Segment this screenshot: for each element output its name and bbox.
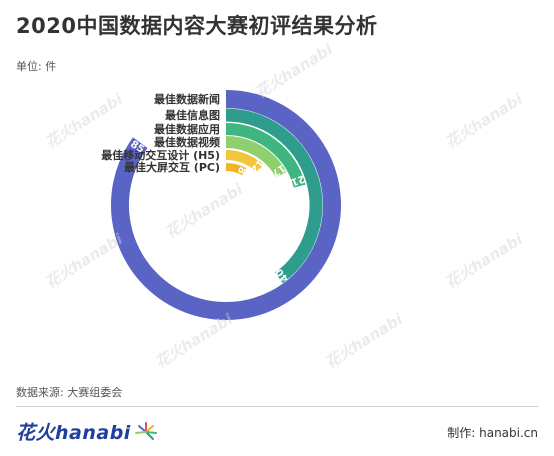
category-label-2: 最佳信息图 <box>165 108 220 122</box>
bar-2 <box>225 108 323 284</box>
bar-6 <box>225 163 247 176</box>
footer-divider <box>16 406 538 407</box>
unit-label: 单位: 件 <box>16 60 57 73</box>
page-title: 2020中国数据内容大赛初评结果分析 <box>16 14 378 38</box>
bar-4 <box>225 136 287 178</box>
firework-icon <box>134 421 157 440</box>
category-label-5: 最佳移动交互设计 (H5) <box>101 148 220 162</box>
bar-1 <box>111 90 341 320</box>
value-label-3: 21 <box>289 172 306 187</box>
category-label-4: 最佳数据视频 <box>154 135 220 149</box>
category-label-3: 最佳数据应用 <box>154 122 220 136</box>
brand-name: 花火hanabi <box>16 422 131 444</box>
bar-5 <box>225 150 264 173</box>
value-label-6: 8 <box>235 165 248 176</box>
category-label-6: 最佳大屏交互 (PC) <box>124 160 220 174</box>
data-source: 数据来源: 大赛组委会 <box>16 386 123 399</box>
bar-3 <box>225 123 306 188</box>
brand-logo: 花火hanabi <box>16 418 159 445</box>
category-label-1: 最佳数据新闻 <box>154 92 220 106</box>
credit-text: 制作: hanabi.cn <box>447 426 538 440</box>
